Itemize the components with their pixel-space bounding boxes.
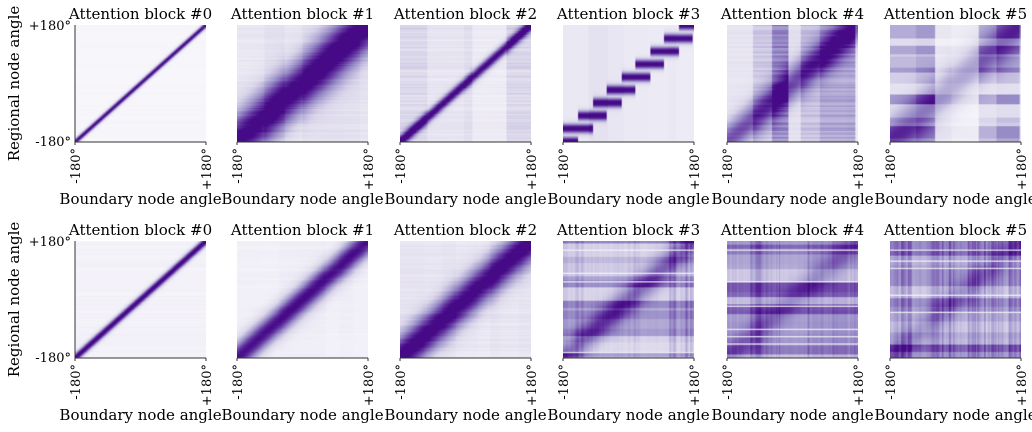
x-tick-label: +180° — [200, 148, 215, 190]
x-tick-label: +180° — [688, 364, 703, 406]
x-tick-label: +180° — [1015, 364, 1030, 406]
heatmap-image — [400, 25, 531, 142]
x-tick-label: -180° — [884, 364, 899, 400]
panel-title: Attention block #5 — [883, 5, 1027, 23]
x-tick-label: -180° — [69, 364, 84, 400]
x-tick-label: -180° — [231, 364, 246, 400]
heatmap-image — [727, 25, 858, 142]
x-tick-label: +180° — [362, 148, 377, 190]
x-tick-label: +180° — [852, 364, 867, 406]
panel-title: Attention block #3 — [556, 221, 700, 239]
heatmap-panel-r0-c4: Attention block #4 -180° +180°Boundary nod… — [711, 5, 873, 208]
x-tick-label: +180° — [1015, 148, 1030, 190]
heatmap-image — [890, 241, 1021, 358]
heatmap-panel-r1-c3: Attention block #3 -180° +180°Boundary nod… — [547, 221, 709, 424]
x-axis-label: Boundary node angle — [547, 406, 709, 424]
heatmap-panel-r0-c2: Attention block #2 -180° +180°Boundary nod… — [384, 5, 546, 208]
heatmap-image — [890, 25, 1021, 142]
x-axis-label: Boundary node angle — [711, 406, 873, 424]
panel-title: Attention block #2 — [393, 5, 537, 23]
panel-title: Attention block #2 — [393, 221, 537, 239]
heatmap-panel-r1-c2: Attention block #2 -180° +180°Boundary nod… — [384, 221, 546, 424]
heatmap-image — [75, 241, 206, 358]
y-tick-label: -180° — [35, 351, 71, 366]
heatmap-image — [75, 25, 206, 142]
x-tick-label: -180° — [69, 148, 84, 184]
heatmap-image — [563, 25, 694, 142]
x-tick-label: -180° — [884, 148, 899, 184]
heatmap-panel-r1-c4: Attention block #4 -180° +180°Boundary nod… — [711, 221, 873, 424]
panel-title: Attention block #1 — [230, 221, 374, 239]
panel-title: Attention block #0 — [68, 5, 212, 23]
x-axis-label: Boundary node angle — [547, 190, 709, 208]
x-tick-label: +180° — [688, 148, 703, 190]
x-axis-label: Boundary node angle — [221, 406, 383, 424]
panel-title: Attention block #5 — [883, 221, 1027, 239]
x-tick-label: +180° — [852, 148, 867, 190]
y-axis-label: Regional node angle — [5, 6, 23, 162]
y-tick-label: -180° — [35, 135, 71, 150]
heatmap-panel-r0-c5: Attention block #5 -180° +180°Boundary nod… — [874, 5, 1032, 208]
x-tick-label: +180° — [525, 364, 540, 406]
panel-title: Attention block #4 — [720, 5, 864, 23]
heatmap-image — [237, 241, 368, 358]
y-axis-label: Regional node angle — [5, 222, 23, 378]
x-axis-label: Boundary node angle — [59, 190, 221, 208]
x-tick-label: -180° — [557, 364, 572, 400]
x-axis-label: Boundary node angle — [874, 406, 1032, 424]
x-tick-label: +180° — [362, 364, 377, 406]
heatmap-panel-r0-c0: Attention block #0-180° +180°Boundary nod… — [5, 5, 222, 208]
x-axis-label: Boundary node angle — [874, 190, 1032, 208]
x-tick-label: -180° — [394, 364, 409, 400]
heatmap-panel-r0-c1: Attention block #1 -180° +180°Boundary nod… — [221, 5, 383, 208]
x-tick-label: +180° — [525, 148, 540, 190]
panel-title: Attention block #0 — [68, 221, 212, 239]
x-axis-label: Boundary node angle — [711, 190, 873, 208]
x-tick-label: -180° — [721, 364, 736, 400]
panel-title: Attention block #1 — [230, 5, 374, 23]
x-axis-label: Boundary node angle — [221, 190, 383, 208]
heatmap-image — [400, 241, 531, 358]
heatmap-panel-r1-c0: Attention block #0-180° +180°Boundary nod… — [5, 221, 222, 424]
y-tick-label: +180° — [29, 19, 71, 34]
heatmap-image — [727, 241, 858, 358]
panel-title: Attention block #4 — [720, 221, 864, 239]
heatmap-panel-r1-c5: Attention block #5 -180° +180°Boundary nod… — [874, 221, 1032, 424]
panel-title: Attention block #3 — [556, 5, 700, 23]
x-axis-label: Boundary node angle — [384, 190, 546, 208]
x-tick-label: -180° — [721, 148, 736, 184]
heatmap-panel-r1-c1: Attention block #1 -180° +180°Boundary nod… — [221, 221, 383, 424]
x-tick-label: -180° — [394, 148, 409, 184]
x-tick-label: +180° — [200, 364, 215, 406]
heatmap-panel-r0-c3: Attention block #3 -180° +180°Boundary nod… — [547, 5, 709, 208]
x-tick-label: -180° — [557, 148, 572, 184]
y-tick-label: +180° — [29, 235, 71, 250]
x-axis-label: Boundary node angle — [59, 406, 221, 424]
heatmap-image — [563, 241, 694, 358]
x-axis-label: Boundary node angle — [384, 406, 546, 424]
x-tick-label: -180° — [231, 148, 246, 184]
heatmap-image — [237, 25, 368, 142]
